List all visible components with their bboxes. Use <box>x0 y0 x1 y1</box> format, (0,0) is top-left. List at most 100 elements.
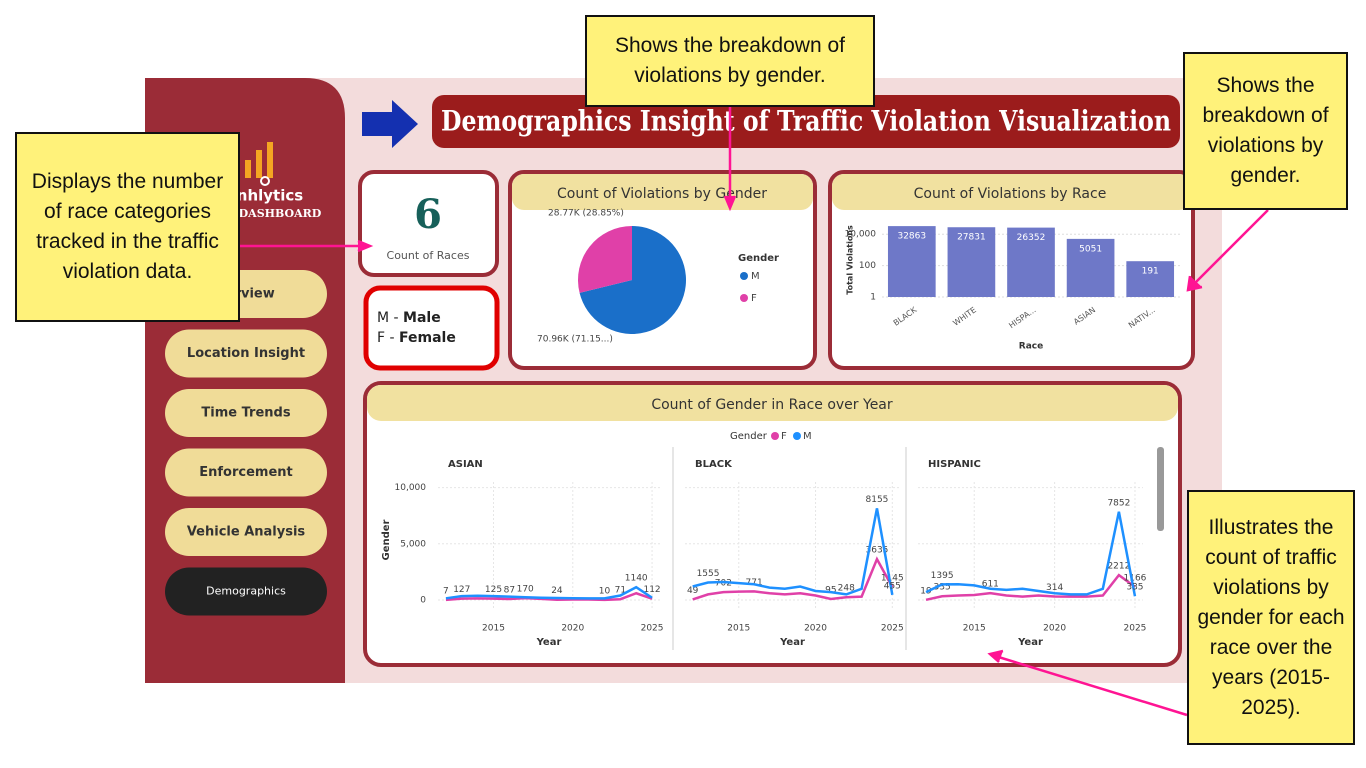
x-axis-label: Race <box>1019 342 1043 352</box>
y-axis-label: Total Violations <box>846 225 855 295</box>
data-label: 3635 <box>866 546 889 556</box>
panel-title: HISPANIC <box>928 459 981 470</box>
panel-title: BLACK <box>695 459 733 470</box>
nav-button[interactable] <box>165 329 327 378</box>
nav-button[interactable] <box>165 389 327 437</box>
legend-marker <box>740 294 748 302</box>
bar-value-label: 32863 <box>897 232 926 242</box>
data-label: 335 <box>934 583 951 593</box>
pie-label: 28.77K (28.85%) <box>548 209 624 219</box>
nav-label: Time Trends <box>201 406 290 421</box>
scrollbar[interactable] <box>1157 447 1164 531</box>
legend-label: F <box>751 293 757 304</box>
gender-key-card <box>363 285 500 371</box>
annotation: Shows the breakdown of violations by gen… <box>585 15 875 107</box>
data-label: 10 <box>599 586 611 596</box>
data-label: 1166 <box>1124 573 1147 583</box>
nav-label: Location Insight <box>187 346 305 361</box>
data-label: 314 <box>1046 583 1063 593</box>
x-tick-label: 2020 <box>561 624 584 634</box>
legend-label: M <box>751 271 760 282</box>
arrow-icon <box>362 100 418 148</box>
logo-subtext: DASHBOARD <box>239 207 322 220</box>
y-tick-label: 0 <box>420 596 426 606</box>
annotation: Shows the breakdown of violations by gen… <box>1183 52 1348 210</box>
annotation: Displays the number of race categories t… <box>15 132 240 322</box>
y-tick-label: 5,000 <box>400 539 426 549</box>
x-tick-label: 2015 <box>727 624 750 634</box>
bar <box>1126 261 1175 297</box>
bar-value-label: 5051 <box>1079 244 1102 254</box>
data-label: 7852 <box>1107 498 1130 508</box>
gender-key-text: Male <box>403 310 441 326</box>
gender-key-line: F - Female <box>377 330 456 346</box>
x-tick-label: 2025 <box>1124 624 1147 634</box>
data-label: 335 <box>1126 583 1143 593</box>
line-title: Count of Gender in Race over Year <box>651 397 893 413</box>
page-title: Demographics Insight of Traffic Violatio… <box>441 105 1171 138</box>
annotation: Illustrates the count of traffic violati… <box>1187 490 1355 745</box>
bar <box>947 227 996 297</box>
pie-title: Count of Violations by Gender <box>557 186 767 202</box>
line-series <box>692 556 894 601</box>
y-tick-label: 1 <box>870 293 876 303</box>
nav-button[interactable] <box>165 508 327 556</box>
y-axis-label: Gender <box>381 519 392 560</box>
logo-text: nhlytics <box>237 187 303 205</box>
legend-marker <box>740 272 748 280</box>
legend-label: F <box>781 431 787 442</box>
gender-key-text: - <box>389 310 403 326</box>
data-label: 112 <box>643 585 660 595</box>
kpi-card <box>358 170 499 277</box>
gender-key-line: M - Male <box>377 310 441 326</box>
x-axis-label: Year <box>1017 637 1043 648</box>
gender-key-text: - <box>385 330 399 346</box>
pie-slice <box>578 226 632 293</box>
gender-key-text: M <box>377 310 389 326</box>
nav-button[interactable] <box>165 567 327 616</box>
bar-value-label: 27831 <box>957 233 986 243</box>
data-label: 95 <box>825 585 836 595</box>
annotation-arrows <box>238 105 1269 717</box>
data-label: 71 <box>615 586 626 596</box>
data-label: 125 <box>485 585 502 595</box>
card-header <box>367 385 1178 421</box>
data-label: 127 <box>453 585 470 595</box>
kpi-value: 6 <box>414 191 442 238</box>
pie-label: 70.96K (71.15...) <box>537 335 613 345</box>
line-series <box>925 573 1136 602</box>
card-header <box>832 174 1191 210</box>
data-label: 771 <box>746 578 763 588</box>
data-label: 1145 <box>881 574 904 584</box>
gender-key-text: F <box>377 330 385 346</box>
pie-slice <box>579 226 686 335</box>
line-series <box>925 511 1137 597</box>
data-label: 49 <box>687 586 699 596</box>
kpi-label: Count of Races <box>387 249 470 262</box>
data-label: 248 <box>838 584 855 594</box>
x-tick-label: 2025 <box>881 624 904 634</box>
legend-marker <box>793 432 801 440</box>
line-series <box>445 585 653 600</box>
nav-label: Demographics <box>206 585 286 598</box>
y-tick-label: 10,000 <box>395 483 427 493</box>
data-label: 7 <box>443 586 449 596</box>
data-label: 455 <box>884 581 901 591</box>
x-axis-label: Year <box>536 637 562 648</box>
data-label: 24 <box>551 586 563 596</box>
title-banner <box>432 95 1180 148</box>
x-tick-label: 2020 <box>804 624 827 634</box>
line-series <box>692 508 894 596</box>
legend-label: M <box>803 431 812 442</box>
legend-title: Gender <box>730 431 768 442</box>
bar <box>1007 227 1055 297</box>
y-tick-label: 100 <box>859 261 876 271</box>
nav-label: Enforcement <box>199 465 293 480</box>
legend-title: Gender <box>738 253 779 264</box>
x-tick-label: 2020 <box>1043 624 1066 634</box>
data-label: 1555 <box>697 569 720 579</box>
nav-button[interactable] <box>165 448 327 497</box>
x-tick-label: 2015 <box>482 624 505 634</box>
